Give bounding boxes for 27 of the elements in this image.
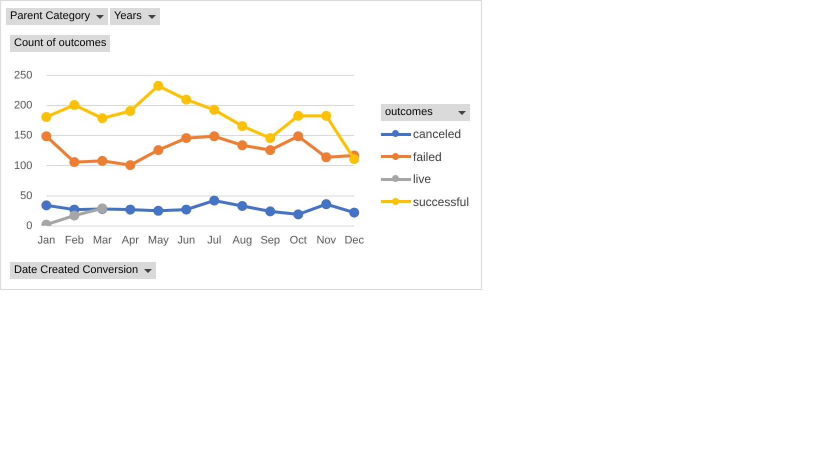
y-axis-title: Count of outcomes <box>14 36 106 51</box>
legend-label: successful <box>413 194 470 209</box>
legend-label: live <box>413 172 432 186</box>
legend-label: canceled <box>413 127 462 142</box>
y-tick-label: 100 <box>14 160 32 172</box>
y-tick-label: 150 <box>14 130 32 142</box>
x-axis-title: Date Created Conversion <box>14 263 138 278</box>
x-tick-label: Nov <box>316 234 337 246</box>
y-tick-label: 250 <box>14 70 32 82</box>
y-tick-label: 50 <box>20 190 32 202</box>
x-tick-label: Dec <box>344 234 364 246</box>
x-tick-label: Mar <box>92 234 112 246</box>
x-tick-label: Feb <box>64 234 84 246</box>
x-tick-label: May <box>148 234 170 246</box>
legend-title: outcomes <box>385 105 433 120</box>
text: Years <box>114 9 142 24</box>
y-tick-label: 200 <box>14 100 32 112</box>
x-tick-label: Jan <box>37 234 56 246</box>
x-tick-label: Apr <box>122 234 140 246</box>
legend-label: failed <box>413 150 442 164</box>
y-tick-label: 0 <box>26 220 32 232</box>
x-tick-label: Jul <box>207 234 222 246</box>
x-tick-label: Jun <box>177 234 196 246</box>
text: Parent Category <box>10 9 90 24</box>
x-tick-label: Aug <box>232 234 252 246</box>
x-tick-label: Oct <box>290 234 307 246</box>
x-tick-label: Sep <box>260 234 280 246</box>
